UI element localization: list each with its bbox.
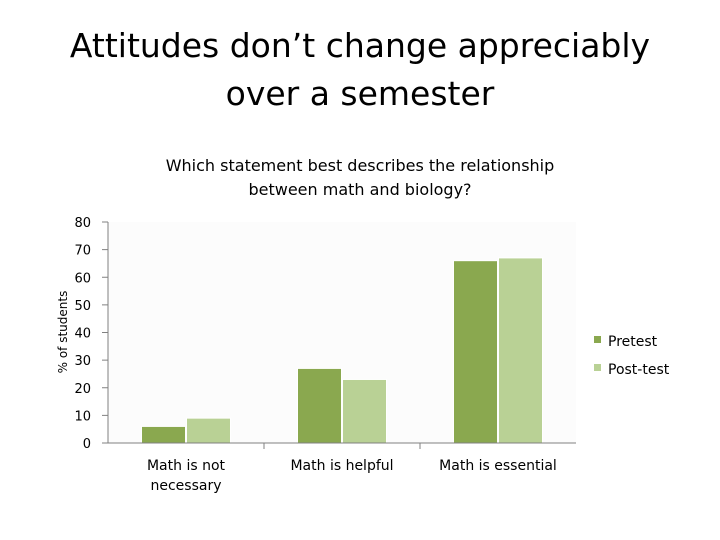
axes [107,222,576,449]
bars [141,257,543,444]
bar-pretest [453,260,498,444]
bar-pretest [141,425,186,444]
text-line: Math is not [147,458,226,474]
y-tick-label: 80 [74,216,91,231]
y-tick-label: 50 [74,299,91,314]
y-tick-label: 60 [74,271,91,286]
y-tick-label: 20 [74,382,91,397]
legend: Pretest Post-test [594,334,670,378]
bar-post-test [342,378,387,444]
category-label: Math is essential [439,458,557,474]
y-tick-label: 30 [74,354,91,369]
y-tick-label: 40 [74,327,91,342]
category-labels: Math is not necessary Math is helpful Math … [147,458,557,494]
legend-swatch [594,336,601,343]
bar-post-test [186,417,231,444]
slide-title: Attitudes don’t change appreciably over … [69,26,651,113]
legend-label: Post-test [608,362,670,378]
text-line: necessary [150,478,221,494]
y-axis-ticks: 0 10 20 30 40 50 60 70 80 [74,216,108,452]
y-axis-label: % of students [56,291,70,374]
legend-swatch [594,364,601,371]
y-tick-label: 10 [74,409,91,424]
y-tick-label: 70 [74,244,91,259]
category-label: Math is not necessary [147,458,226,494]
bar-post-test [498,257,543,444]
bar-pretest [297,367,342,444]
y-tick-label: 0 [83,437,91,452]
legend-label: Pretest [608,334,658,350]
chart-title: Which statement best describes the relat… [165,156,555,199]
category-label: Math is helpful [290,458,393,474]
